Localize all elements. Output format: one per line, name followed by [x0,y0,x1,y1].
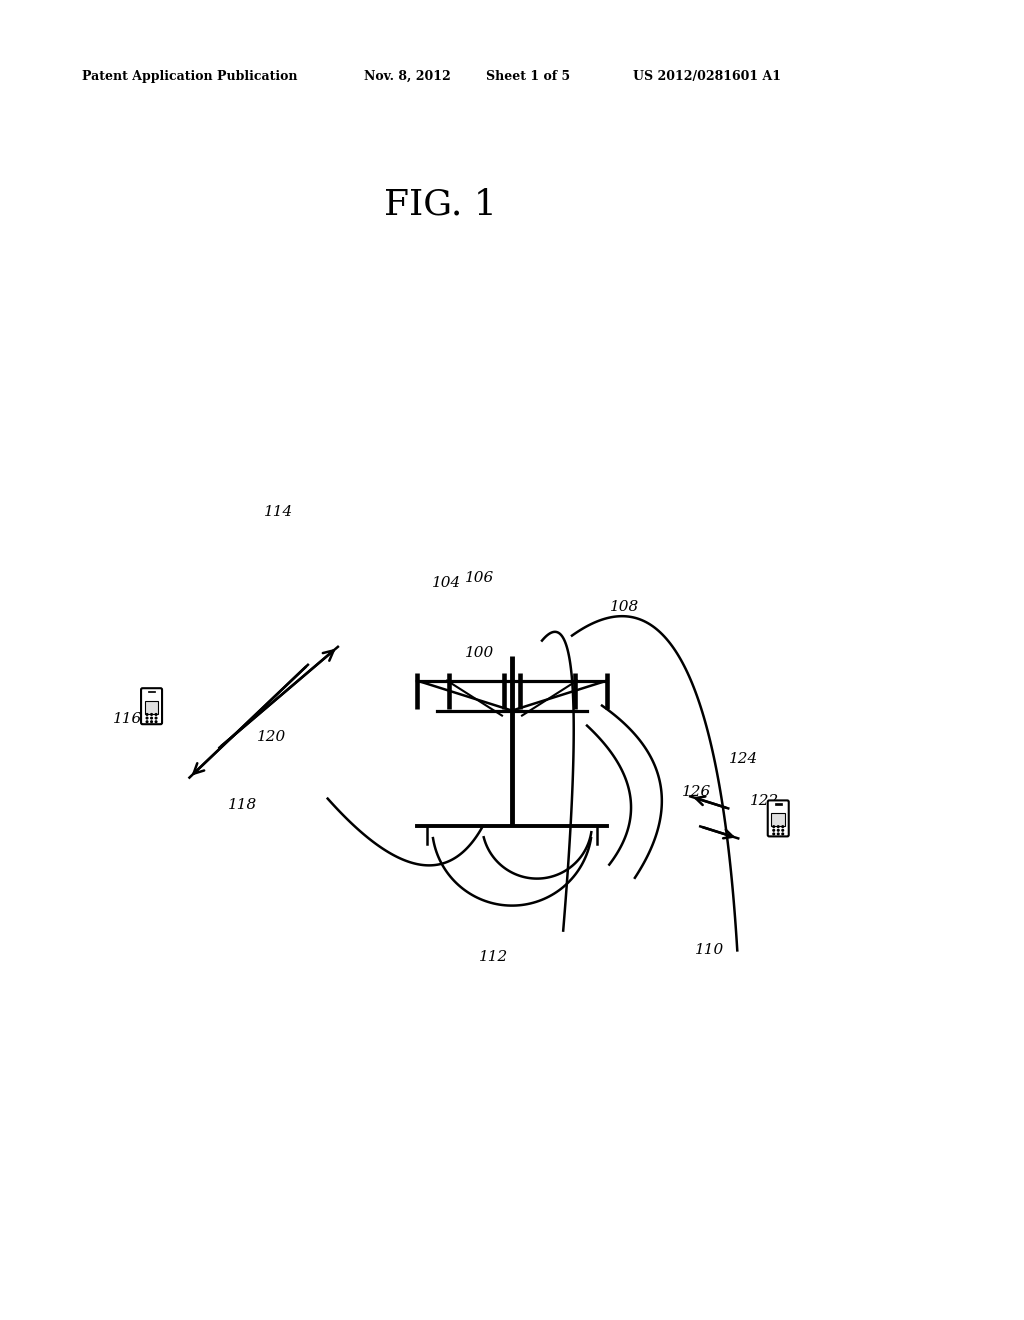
Text: 114: 114 [264,506,293,519]
Circle shape [777,833,779,834]
Circle shape [782,829,783,832]
Text: 126: 126 [682,785,711,799]
Text: Nov. 8, 2012: Nov. 8, 2012 [364,70,451,83]
Circle shape [773,829,774,832]
Text: FIG. 1: FIG. 1 [384,187,497,222]
Circle shape [777,829,779,832]
Text: 106: 106 [465,572,494,585]
Text: 116: 116 [114,713,142,726]
Circle shape [151,721,153,722]
Bar [147,692,156,693]
Text: 120: 120 [257,730,286,743]
Bar [774,803,782,805]
Circle shape [146,717,147,719]
Circle shape [156,721,157,722]
Circle shape [146,714,147,715]
Circle shape [773,826,774,828]
FancyBboxPatch shape [141,688,162,725]
Circle shape [151,714,153,715]
Text: 110: 110 [695,944,724,957]
Text: Patent Application Publication: Patent Application Publication [82,70,297,83]
Text: Sheet 1 of 5: Sheet 1 of 5 [486,70,570,83]
Circle shape [156,714,157,715]
Text: 112: 112 [479,950,508,964]
Circle shape [782,826,783,828]
Circle shape [773,833,774,834]
Text: 124: 124 [729,752,758,766]
Text: 100: 100 [465,647,494,660]
Text: 104: 104 [432,577,461,590]
Text: US 2012/0281601 A1: US 2012/0281601 A1 [633,70,781,83]
Text: 108: 108 [610,601,639,614]
Circle shape [782,833,783,834]
Circle shape [146,721,147,722]
Text: 122: 122 [751,795,779,808]
Circle shape [777,826,779,828]
Bar [144,701,159,714]
Circle shape [151,717,153,719]
Circle shape [156,717,157,719]
Bar [771,813,785,826]
FancyBboxPatch shape [768,800,788,837]
Text: 118: 118 [228,799,257,812]
